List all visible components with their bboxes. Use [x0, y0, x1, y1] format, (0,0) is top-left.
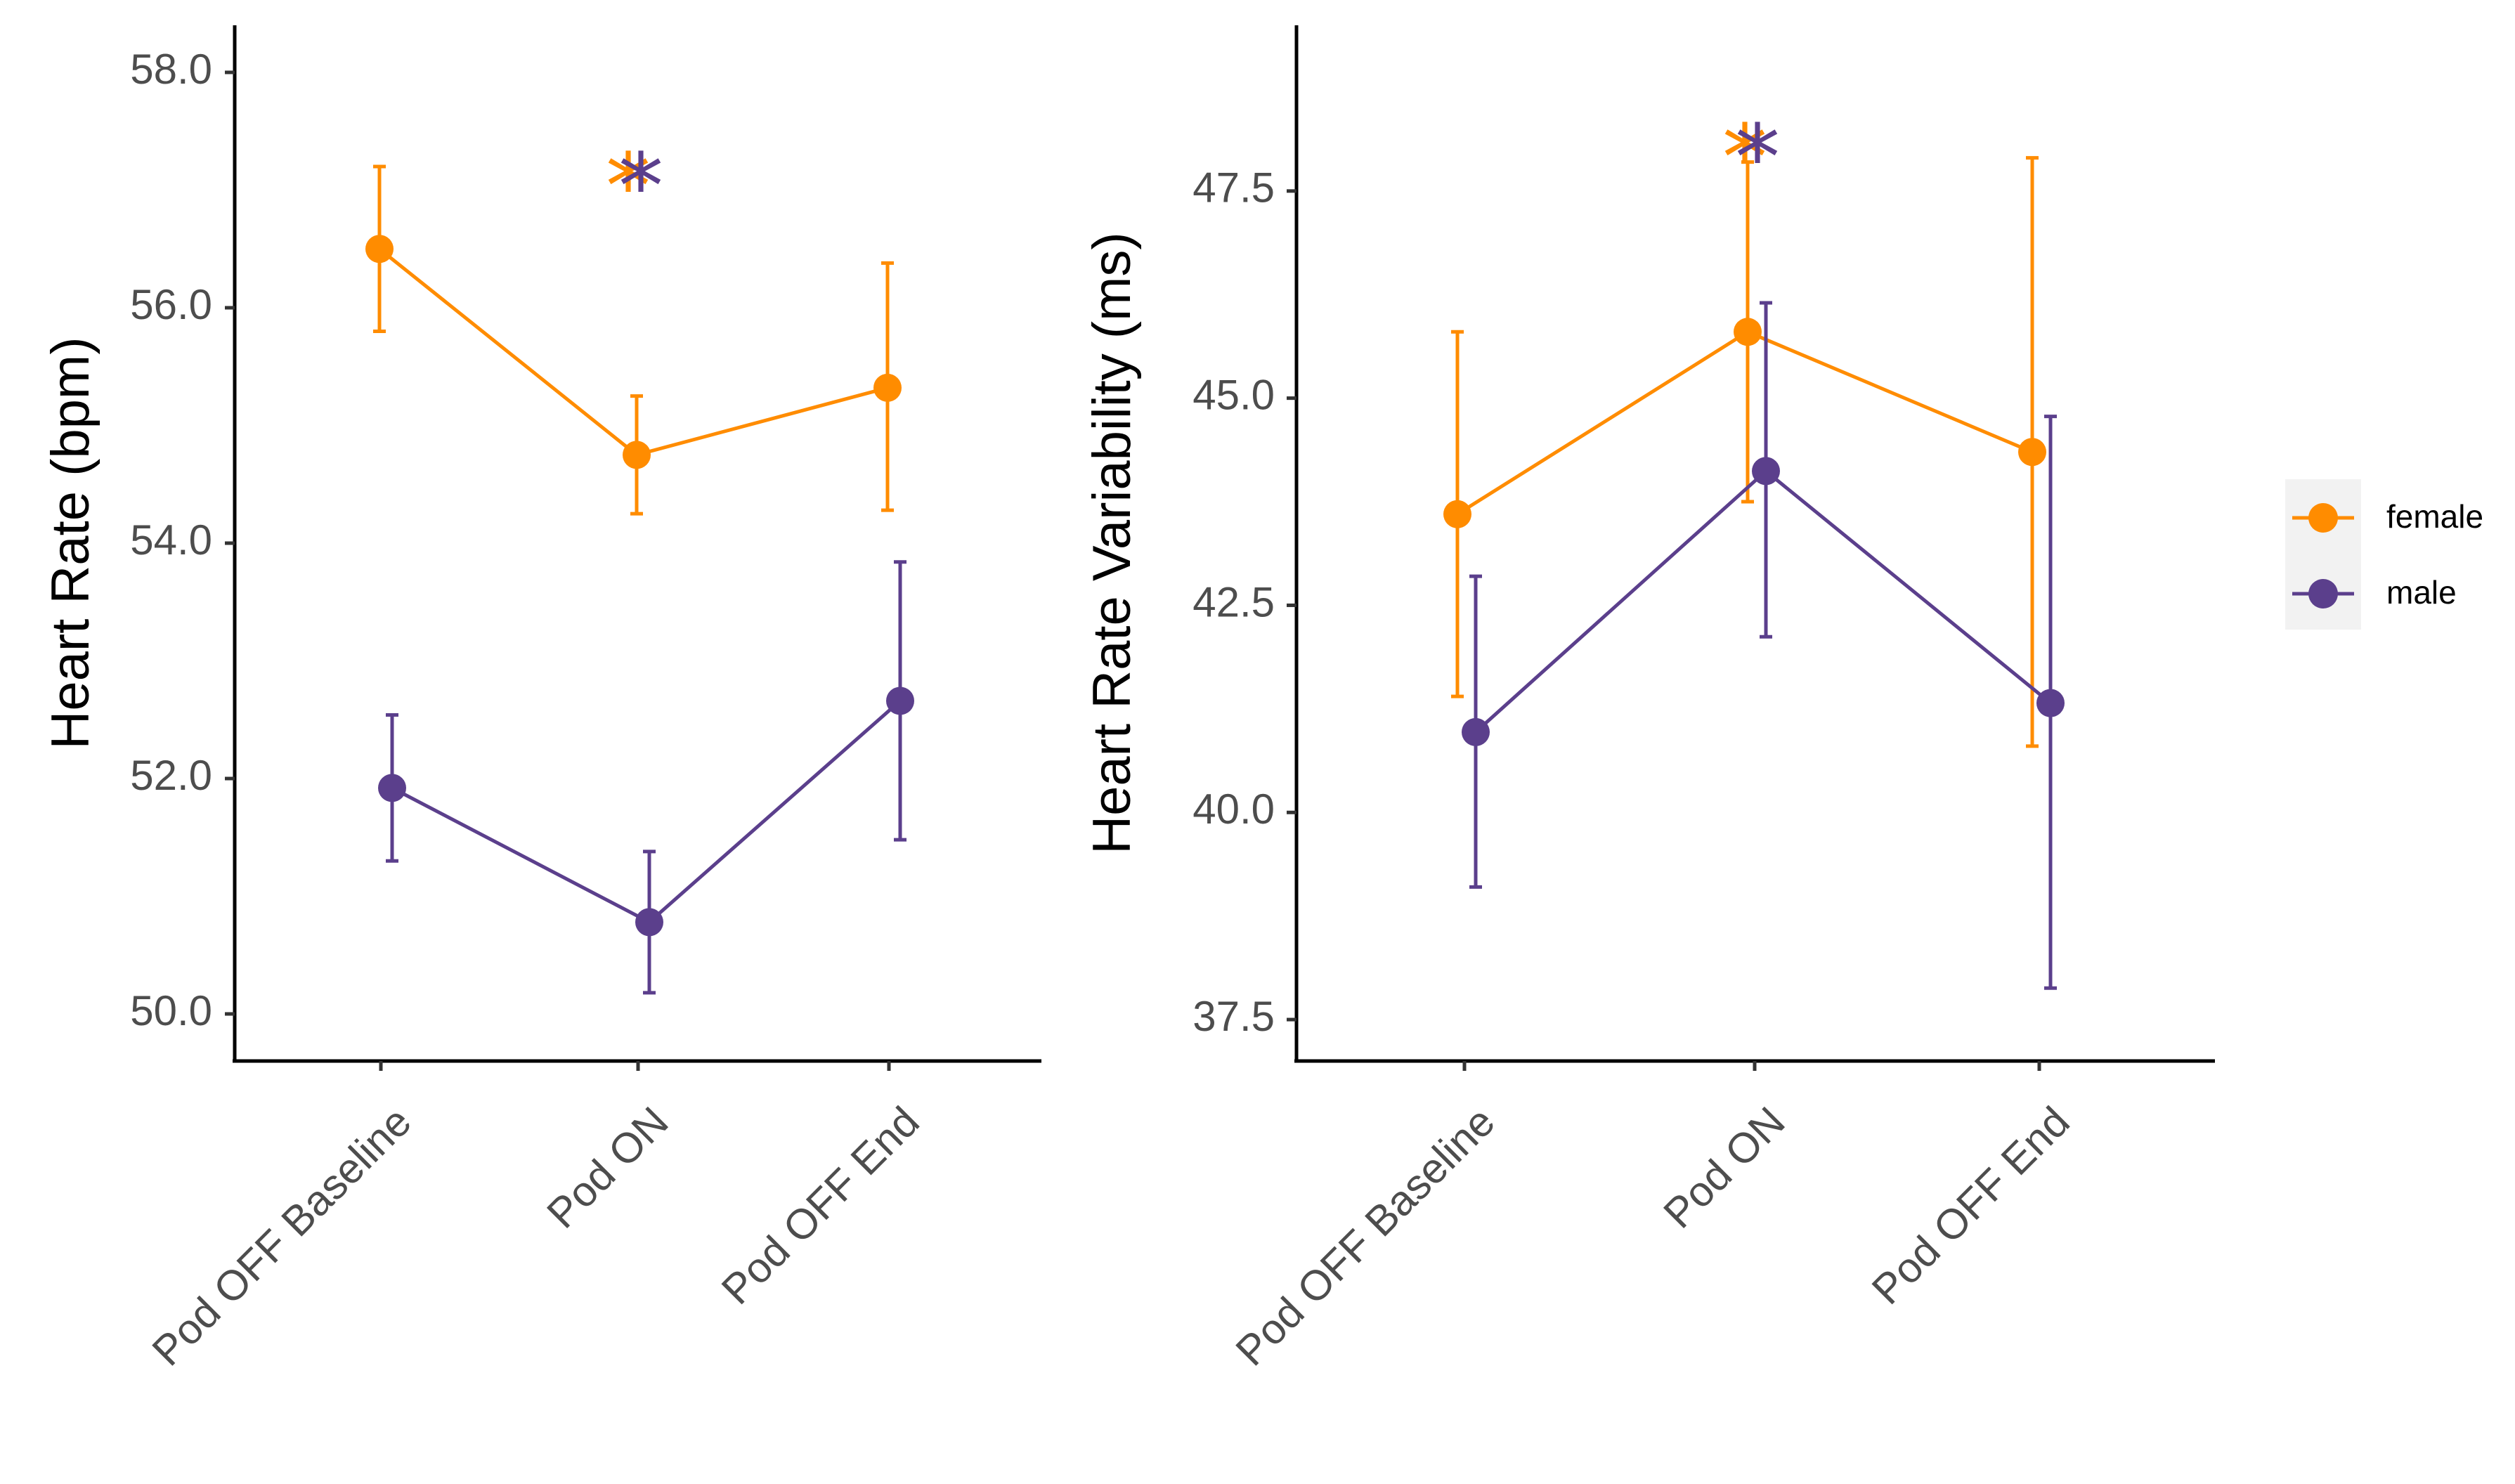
series-line-female — [1456, 330, 2033, 516]
heart-rate-variability-annotation-layer: ** — [1722, 106, 1780, 211]
data-point-female-pod-on — [623, 441, 651, 469]
series-line-female — [378, 247, 888, 457]
data-point-male-pod-off-end — [886, 686, 914, 715]
x-tick-label-pod-off-baseline: Pod OFF Baseline — [143, 1098, 420, 1374]
significance-star-glyph: * — [618, 135, 663, 240]
legend-item-male: male — [2292, 574, 2457, 611]
data-point-female-pod-off-baseline — [365, 235, 394, 263]
heart-rate-variability-panel: ** 37.5 40.0 42.5 45.0 47.5 Pod OFF Baseline… — [1082, 25, 2215, 1374]
significance-star: ** — [1722, 106, 1780, 211]
y-tick-label: 50.0 — [130, 987, 212, 1034]
heart-rate-variability-series-layer — [1443, 156, 2065, 990]
y-tick-label: 40.0 — [1192, 786, 1275, 833]
significance-star-glyph: * — [606, 135, 651, 240]
data-point-female-pod-off-end — [873, 373, 902, 402]
y-tick-label: 56.0 — [130, 281, 212, 328]
x-tick-label-pod-off-end: Pod OFF End — [713, 1098, 928, 1313]
data-point-male-pod-on — [1752, 457, 1780, 486]
legend-female-label: female — [2386, 498, 2483, 535]
data-point-male-pod-on — [635, 908, 663, 937]
significance-star: ** — [606, 135, 663, 240]
x-tick-label-pod-off-end: Pod OFF End — [1863, 1098, 2079, 1313]
legend-male-marker — [2308, 579, 2338, 608]
y-tick-label: 42.5 — [1192, 578, 1275, 625]
heart-rate-y-ticks: 50.0 52.0 54.0 56.0 58.0 — [130, 46, 235, 1034]
legend: female male — [2285, 479, 2483, 630]
data-point-female-pod-on — [1734, 318, 1762, 346]
data-point-male-pod-off-baseline — [1462, 717, 1490, 746]
series-male — [1462, 301, 2065, 990]
series-line-male — [391, 699, 902, 925]
series-female — [365, 164, 902, 516]
significance-star-glyph: * — [1735, 106, 1780, 211]
series-male — [378, 560, 914, 995]
heart-rate-variability-x-ticks: Pod OFF Baseline Pod ON Pod OFF End — [1227, 1061, 2079, 1374]
heart-rate-panel: ** 50.0 52.0 54.0 56.0 58.0 Pod OFF Baseline… — [41, 25, 1041, 1374]
y-tick-label: 52.0 — [130, 752, 212, 799]
x-tick-label-pod-on: Pod ON — [538, 1098, 677, 1237]
x-tick-label-pod-on: Pod ON — [1654, 1098, 1793, 1237]
data-point-female-pod-off-end — [2018, 438, 2046, 467]
significance-star-glyph: * — [1722, 106, 1767, 211]
heart-rate-x-ticks: Pod OFF Baseline Pod ON Pod OFF End — [143, 1061, 928, 1374]
data-point-male-pod-off-end — [2036, 689, 2065, 717]
x-tick-label-pod-off-baseline: Pod OFF Baseline — [1227, 1098, 1504, 1374]
legend-male-label: male — [2386, 574, 2457, 611]
heart-rate-variability-y-axis-title: Heart Rate Variability (ms) — [1082, 232, 1142, 854]
y-tick-label: 54.0 — [130, 516, 212, 564]
heart-rate-variability-y-ticks: 37.5 40.0 42.5 45.0 47.5 — [1192, 164, 1297, 1040]
y-tick-label: 37.5 — [1192, 993, 1275, 1040]
data-point-male-pod-off-baseline — [378, 774, 406, 802]
y-tick-label: 47.5 — [1192, 164, 1275, 211]
heart-rate-y-axis-title: Heart Rate (bpm) — [41, 337, 100, 749]
legend-item-female: female — [2292, 498, 2483, 535]
data-point-female-pod-off-baseline — [1443, 500, 1471, 528]
legend-female-marker — [2308, 503, 2338, 533]
heart-rate-series-layer — [365, 164, 914, 995]
heart-rate-plot-area: ** — [365, 135, 914, 995]
heart-rate-variability-plot-area: ** — [1443, 106, 2065, 990]
series-female — [1443, 156, 2046, 748]
heart-rate-annotation-layer: ** — [606, 135, 663, 240]
y-tick-label: 58.0 — [130, 46, 212, 93]
y-tick-label: 45.0 — [1192, 371, 1275, 418]
series-line-male — [1474, 469, 2052, 734]
